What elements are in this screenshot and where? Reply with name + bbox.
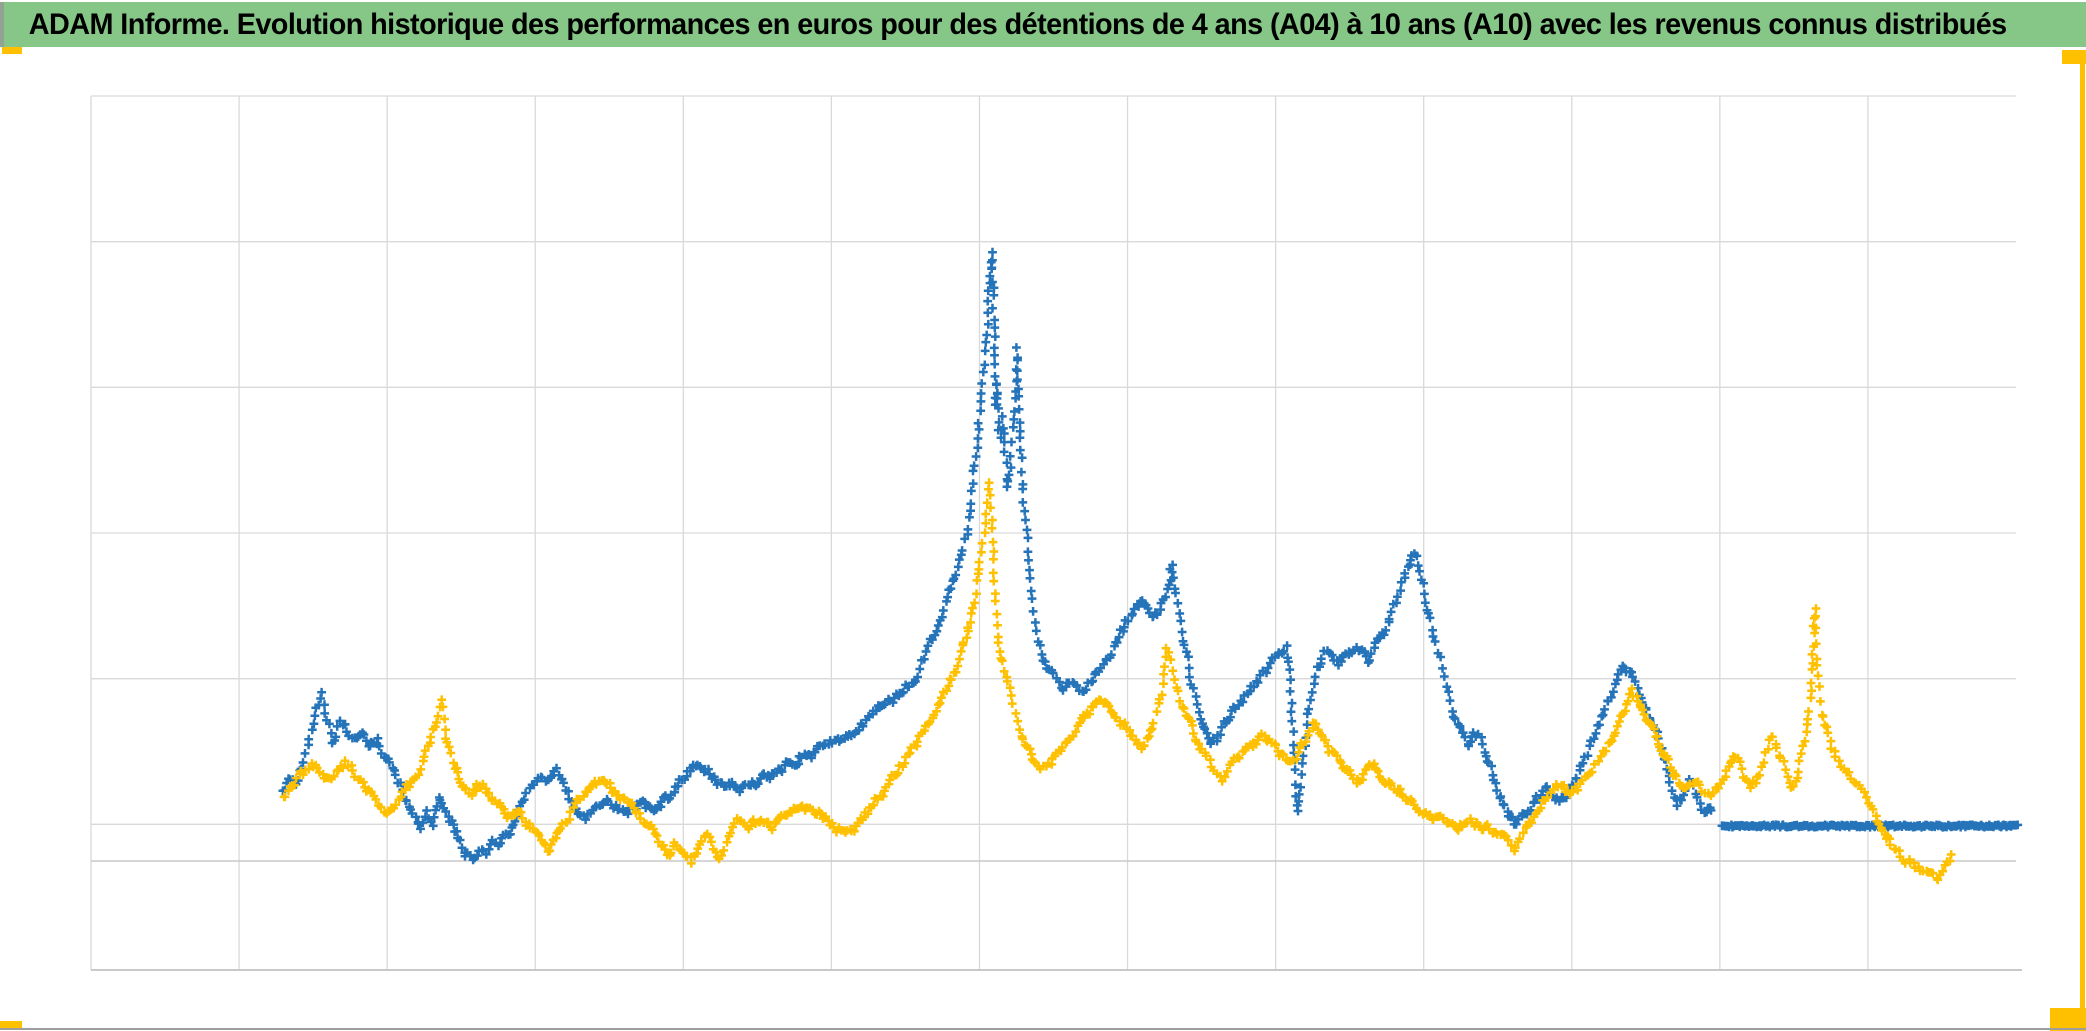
corner-accent-bottom-right <box>2050 1008 2086 1031</box>
page-title: ADAM Informe. Evolution historique des p… <box>28 7 2007 41</box>
bottom-rule <box>0 1028 2086 1030</box>
scatter-series <box>278 247 2023 885</box>
gridlines <box>90 95 2022 971</box>
corner-accent-top-left <box>2 47 22 54</box>
title-banner: ADAM Informe. Evolution historique des p… <box>0 2 2086 47</box>
banner-left-edge <box>0 2 4 47</box>
corner-accent-bottom-left <box>0 1021 22 1028</box>
corner-accent-top-right <box>2062 50 2086 64</box>
right-edge-accent-line <box>2080 64 2085 1010</box>
yellow-series <box>279 478 1956 885</box>
